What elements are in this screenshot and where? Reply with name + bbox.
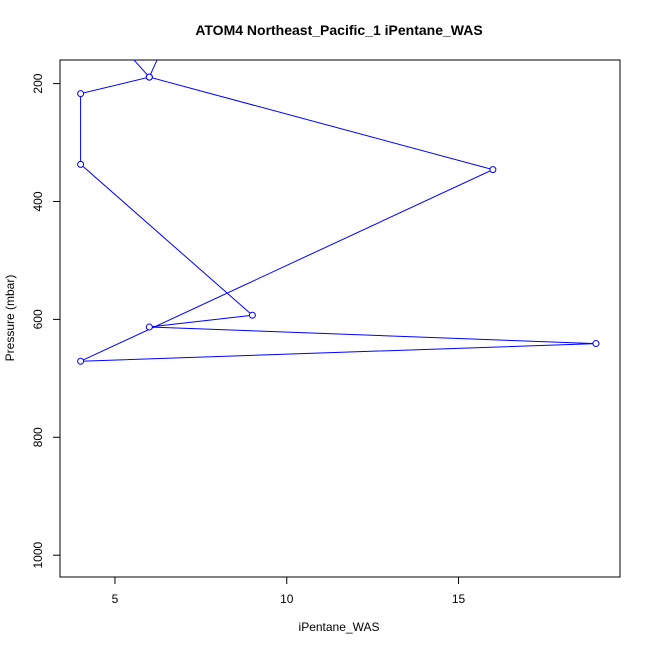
x-axis: 5 10 15 [112, 577, 466, 606]
series-line [80, 60, 597, 362]
data-point [77, 160, 85, 168]
x-tick-label: 15 [452, 592, 466, 606]
y-tick-label: 600 [31, 309, 45, 329]
y-tick-label: 400 [31, 191, 45, 211]
data-point [248, 311, 256, 319]
x-axis-label: iPentane_WAS [299, 620, 380, 634]
y-tick-label: 800 [31, 427, 45, 447]
data-point [145, 73, 153, 81]
y-axis-label: Pressure (mbar) [3, 275, 17, 362]
data-point [145, 323, 153, 331]
x-tick-label: 10 [280, 592, 294, 606]
x-tick-label: 5 [112, 592, 119, 606]
data-point [489, 166, 497, 174]
data-point [77, 90, 85, 98]
y-axis: 200 400 600 800 1000 [31, 73, 60, 569]
data-point [592, 340, 600, 348]
plot-area [77, 60, 600, 365]
data-point [77, 357, 85, 365]
chart-title: ATOM4 Northeast_Pacific_1 iPentane_WAS [195, 22, 482, 38]
y-tick-label: 200 [31, 73, 45, 93]
plot-frame [59, 59, 621, 578]
y-tick-label: 1000 [31, 542, 45, 569]
